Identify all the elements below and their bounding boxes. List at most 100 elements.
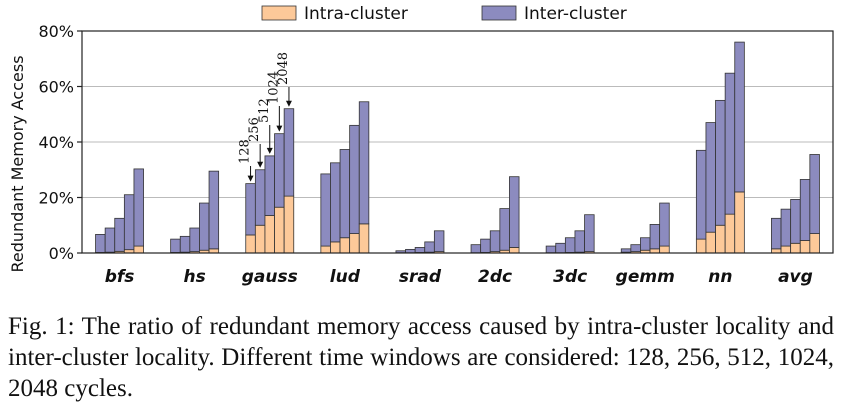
bar-inter-cluster [574,230,585,253]
bar-inter-cluster [564,237,576,253]
bar-intra-cluster [358,223,370,254]
bar-inter-cluster [358,101,370,225]
bar-inter-cluster [349,124,360,234]
bar-inter-cluster [480,238,491,253]
y-tick-label: 60% [38,78,74,97]
bar-inter-cluster [433,230,445,253]
window-annotation-label: 2048 [276,52,291,85]
y-tick-label: 20% [38,189,74,208]
bar-intra-cluster [771,248,782,254]
bar-inter-cluster [208,170,220,250]
bar-inter-cluster [640,237,651,251]
bar-inter-cluster [620,248,632,253]
annotation-arrow-head [266,147,273,154]
bar-inter-cluster [780,208,792,247]
bar-inter-cluster [274,133,285,208]
bar-inter-cluster [630,244,641,253]
bar-inter-cluster [555,242,566,254]
bar-inter-cluster [724,72,736,215]
bar-inter-cluster [705,122,716,233]
bar-inter-cluster [470,244,482,254]
bar-inter-cluster [104,227,116,253]
window-annotation-label: 128 [238,139,253,164]
x-category-label: srad [399,267,442,287]
bar-intra-cluster [339,237,351,254]
stacked-bar-chart: Intra-cluster Inter-cluster 1282565121024… [8,4,834,287]
bar-inter-cluster [489,230,501,253]
bar-inter-cluster [545,245,557,254]
bar-inter-cluster [123,194,135,251]
window-annotation-label: 256 [247,117,262,142]
bar-intra-cluster [809,233,820,254]
x-category-label: gemm [616,267,675,287]
bar-inter-cluster [790,199,801,244]
x-category-label: lud [330,267,361,287]
y-tick-label: 40% [38,133,74,152]
bar-intra-cluster [264,215,275,254]
bar-inter-cluster [424,241,435,253]
bar-inter-cluster [330,162,341,243]
x-category-label: avg [778,267,813,287]
bar-inter-cluster [114,217,125,252]
x-category-label: hs [184,267,206,287]
bar-inter-cluster [734,41,745,193]
bar-inter-cluster [320,173,331,247]
bar-inter-cluster [133,168,144,247]
bar-intra-cluster [320,245,331,254]
bar-inter-cluster [509,176,520,248]
bar-inter-cluster [264,155,275,216]
x-axis-categories: bfs hs gauss lud srad 2dc 3dc gemm nn avg [105,267,813,287]
bar-inter-cluster [499,208,510,251]
bar-intra-cluster [330,241,341,254]
legend-label: Inter-cluster [524,4,627,24]
y-axis-label: Redundant Memory Access [8,55,27,272]
bar-inter-cluster [283,108,295,197]
y-axis-ticks: 0% 20% 40% 60% 80% [38,22,82,263]
figure-caption: Fig. 1: The ratio of redundant memory ac… [8,313,834,402]
x-category-label: 3dc [553,267,587,287]
bar-intra-cluster [780,245,792,254]
x-category-label: gauss [242,267,298,287]
bar-inter-cluster [799,179,811,241]
bar-intra-cluster [715,224,726,254]
bar-inter-cluster [584,214,595,253]
bar-inter-cluster [179,235,191,253]
legend-label: Intra-cluster [304,4,408,24]
legend-swatch [481,5,517,21]
bar-intra-cluster [724,213,736,254]
bar-intra-cluster [349,233,360,254]
bar-intra-cluster [208,248,220,254]
annotation-arrow-head [247,175,254,182]
bar-inter-cluster [170,238,181,253]
bar-intra-cluster [799,240,811,254]
bar-intra-cluster [705,231,716,254]
bar-inter-cluster [95,234,106,253]
bar-intra-cluster [133,245,144,254]
bar-inter-cluster [695,149,707,240]
y-tick-label: 0% [49,244,74,263]
annotation-arrow-head [276,125,283,132]
legend: Intra-cluster Inter-cluster [261,4,627,24]
bar-inter-cluster [809,154,820,234]
bar-intra-cluster [274,206,285,254]
bar-inter-cluster [649,224,661,250]
bar-intra-cluster [283,195,295,254]
bar-intra-cluster [509,247,520,254]
window-annotation-label: 1024 [266,71,281,104]
bar-intra-cluster [649,248,661,254]
bars [95,41,820,254]
x-category-label: bfs [105,267,135,287]
x-category-label: 2dc [478,267,512,287]
bar-intra-cluster [734,191,745,254]
bar-inter-cluster [405,248,416,254]
bar-inter-cluster [189,227,200,253]
annotation-arrow-head [257,161,264,168]
bar-intra-cluster [245,234,256,254]
bar-intra-cluster [659,245,670,254]
bar-inter-cluster [659,202,670,247]
bar-inter-cluster [254,169,266,226]
bar-intra-cluster [695,238,707,254]
x-category-label: nn [708,267,732,287]
bar-inter-cluster [339,149,351,239]
